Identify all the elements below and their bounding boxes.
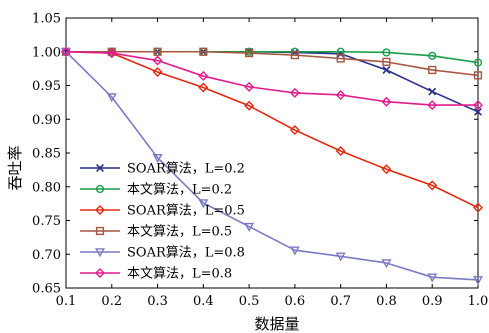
y-tick-label: 1.05 [32,12,61,27]
data-point [198,199,209,209]
y-tick-label: 0.85 [32,147,61,162]
data-point [382,57,391,66]
data-point [61,46,71,57]
data-point [335,145,346,156]
x-tick-label: 0.7 [330,294,351,309]
legend-marker [95,205,105,215]
series-line [65,50,478,106]
legend-label: SOAR算法，L=0.5 [127,204,245,219]
x-tick-label: 0.5 [239,294,260,309]
legend-entry: SOAR算法，L=0.5 [80,204,245,219]
data-point [473,202,483,213]
series-line [65,51,479,281]
data-point [244,81,255,92]
data-point [381,96,392,107]
data-point [245,49,254,58]
x-tick-label: 1.0 [468,294,489,309]
legend-entry: SOAR算法，L=0.2 [80,162,245,177]
y-tick-label: 0.75 [32,214,61,229]
legend-marker [95,184,105,194]
data-point [473,58,483,67]
data-point [428,65,437,75]
legend-marker [96,164,104,172]
data-point [428,51,437,60]
x-axis-label: 数据量 [254,315,299,333]
data-point [382,66,391,74]
x-tick-label: 0.4 [193,294,214,309]
y-axis-label: 吞吐率 [6,145,24,190]
data-point [289,125,300,136]
data-point [106,48,117,59]
data-point [153,47,162,56]
legend-marker [95,248,105,258]
legend-label: 本文算法，L=0.8 [127,267,232,282]
legend-marker [95,268,105,278]
data-point [427,180,438,191]
series-line [66,50,479,77]
y-tick-label: 0.90 [32,113,61,128]
data-point [244,100,255,111]
data-point [428,87,437,96]
series-line [66,50,479,113]
series-line [65,50,479,209]
y-tick-label: 0.70 [32,248,61,263]
data-point [335,252,346,262]
series-4 [61,48,483,286]
data-point [198,82,209,93]
data-point [152,67,163,77]
series-2 [61,46,483,213]
data-point [473,276,483,286]
y-tick-label: 0.80 [32,180,61,195]
legend-label: SOAR算法，L=0.8 [127,246,245,261]
y-tick-label: 0.65 [32,282,61,297]
data-point [382,48,391,57]
series-layer [61,46,483,286]
legend-entry: SOAR算法，L=0.8 [80,246,245,261]
y-tick-label: 0.95 [32,79,61,94]
x-tick-label: 0.3 [147,294,168,309]
x-tick-label: 0.2 [101,294,122,309]
legend: SOAR算法，L=0.2 本文算法，L=0.2 SOAR算法，L=0.5 本文算法，L… [80,162,245,282]
data-point [427,100,438,111]
x-tick-label: 0.8 [376,294,397,309]
data-point [106,93,117,103]
legend-entry: 本文算法，L=0.8 [80,267,232,282]
data-point [336,54,345,63]
data-point [335,89,346,100]
series-3 [61,47,483,80]
x-tick-label: 0.9 [422,294,443,309]
legend-entry: 本文算法，L=0.2 [80,183,232,198]
data-point [199,47,208,56]
axes: 0.1 0.2 0.3 0.4 0.5 0.6 0.7 0.8 0.9 1.0 0.65 0.70 0.… [32,12,488,310]
data-point [152,153,163,163]
data-point [290,51,299,60]
x-tick-label: 0.1 [56,294,77,309]
data-point [289,246,300,256]
data-point [244,222,255,232]
data-point [198,71,209,82]
data-point [289,87,300,98]
data-point [473,71,483,80]
y-tick-label: 1.00 [32,45,61,60]
data-point [152,55,163,66]
series-5 [61,46,483,111]
legend-marker [95,226,105,236]
legend-label: SOAR算法，L=0.2 [127,162,245,177]
x-tick-label: 0.6 [285,294,306,309]
legend-label: 本文算法，L=0.2 [127,183,232,198]
data-point [427,273,438,283]
legend-entry: 本文算法，L=0.5 [80,225,232,240]
data-point [474,107,482,116]
data-point [381,164,392,175]
legend-label: 本文算法，L=0.5 [127,225,232,240]
data-point [381,259,392,269]
data-point [473,100,483,111]
